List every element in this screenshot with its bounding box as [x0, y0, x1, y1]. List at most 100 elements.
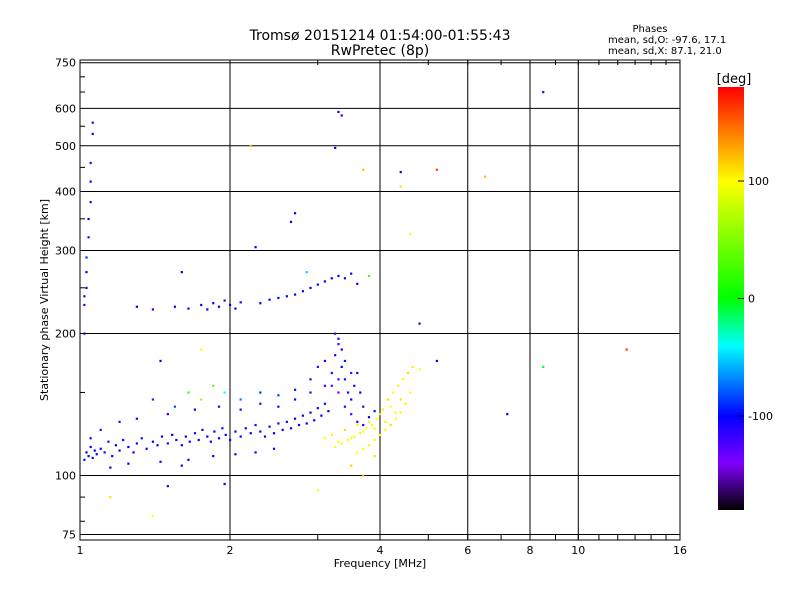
- data-point: [193, 408, 197, 411]
- data-point: [180, 464, 183, 467]
- data-point: [337, 110, 340, 114]
- data-point: [103, 451, 106, 454]
- data-point: [285, 295, 288, 298]
- data-point: [334, 146, 337, 150]
- data-point: [180, 444, 183, 447]
- data-point: [316, 365, 319, 369]
- data-point: [373, 438, 376, 442]
- data-point: [259, 391, 262, 394]
- data-point: [373, 427, 376, 430]
- data-point: [109, 496, 112, 499]
- data-point: [89, 437, 92, 440]
- x-axis-ticks: 1 2 4 6 8 10 16: [77, 60, 687, 557]
- data-point: [337, 378, 340, 381]
- legend-line-o: mean, sd,O: -97.6, 17.1: [608, 35, 726, 46]
- data-point: [127, 462, 130, 465]
- data-point: [285, 420, 288, 423]
- data-point: [379, 413, 382, 416]
- data-point: [229, 438, 232, 442]
- data-point: [309, 391, 312, 394]
- y-tick-label: 400: [55, 186, 76, 199]
- colorbar-label: [deg]: [717, 72, 752, 87]
- data-point: [409, 233, 412, 236]
- data-point: [376, 417, 379, 420]
- data-point: [305, 271, 308, 274]
- data-point: [484, 175, 487, 178]
- x-tick-label: 4: [377, 544, 384, 557]
- data-point: [223, 391, 226, 394]
- data-point: [356, 420, 359, 423]
- data-point: [223, 482, 226, 486]
- data-point: [350, 398, 353, 401]
- data-point: [367, 444, 371, 447]
- data-point: [356, 451, 359, 454]
- data-point: [277, 422, 280, 425]
- data-point: [353, 384, 356, 387]
- y-tick-label: 750: [55, 57, 76, 70]
- data-point: [323, 280, 327, 283]
- data-point: [397, 384, 400, 387]
- data-point: [166, 413, 169, 416]
- data-point: [293, 417, 297, 420]
- y-tick-label: 200: [55, 328, 76, 341]
- chart-title: Tromsø 20151214 01:54:00-01:55:43: [249, 28, 511, 44]
- data-point: [200, 398, 203, 401]
- data-point: [201, 428, 204, 432]
- data-point: [316, 283, 319, 286]
- data-point: [135, 442, 138, 445]
- data-point: [159, 359, 162, 363]
- data-point: [346, 438, 350, 442]
- data-point: [200, 303, 203, 307]
- data-point: [399, 170, 402, 174]
- data-point: [384, 420, 387, 423]
- data-point: [272, 447, 276, 450]
- data-point: [175, 438, 178, 442]
- data-point: [234, 307, 237, 310]
- data-point: [337, 337, 340, 340]
- data-point: [340, 442, 343, 445]
- data-point: [145, 447, 148, 450]
- data-point: [350, 371, 353, 375]
- data-point: [337, 440, 340, 443]
- data-point: [289, 220, 293, 224]
- data-point: [217, 305, 221, 308]
- data-point: [268, 298, 271, 301]
- data-point: [160, 435, 164, 438]
- y-tick-label: 600: [55, 102, 76, 115]
- data-point: [362, 168, 365, 171]
- data-point: [350, 464, 353, 467]
- data-point: [316, 407, 319, 410]
- data-point: [309, 286, 312, 289]
- data-point: [197, 438, 200, 442]
- data-point: [187, 458, 190, 461]
- data-point: [254, 451, 257, 454]
- data-point: [249, 144, 252, 147]
- data-point: [212, 454, 215, 458]
- data-point: [330, 433, 333, 436]
- data-point: [93, 449, 96, 452]
- data-point: [305, 422, 308, 425]
- data-point: [506, 413, 509, 416]
- colorbar-tick-label: 0: [748, 293, 755, 306]
- data-point: [223, 299, 226, 302]
- data-point: [362, 430, 365, 433]
- data-point: [234, 430, 237, 433]
- data-point: [404, 402, 407, 405]
- data-point: [151, 515, 155, 518]
- data-point: [323, 402, 327, 405]
- data-point: [340, 114, 343, 117]
- data-point: [151, 398, 155, 401]
- data-point: [350, 437, 353, 440]
- data-point: [389, 423, 392, 427]
- x-tick-label: 16: [673, 544, 687, 557]
- data-point: [330, 371, 333, 375]
- data-point: [99, 428, 102, 432]
- data-point: [135, 305, 138, 308]
- data-point: [85, 271, 88, 274]
- data-point: [350, 413, 353, 416]
- data-point: [85, 451, 88, 454]
- data-point: [239, 301, 242, 304]
- data-point: [367, 416, 371, 419]
- data-point: [239, 398, 242, 401]
- data-point: [206, 308, 209, 311]
